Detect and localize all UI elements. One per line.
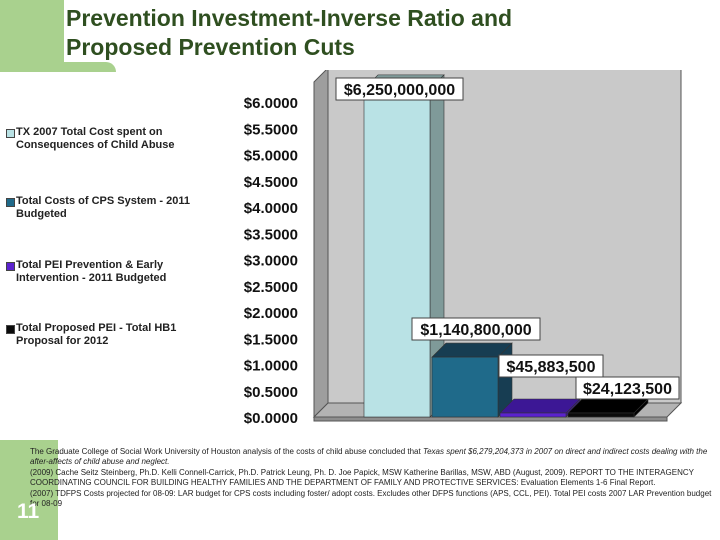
y-tick-label: $5.0000 — [244, 148, 298, 165]
y-tick-label: $3.5000 — [244, 226, 298, 243]
footnote-1-text: The Graduate College of Social Work Univ… — [30, 447, 423, 456]
y-tick-label: $0.0000 — [244, 410, 298, 427]
footnote-2: (2009) Cache Seitz Steinberg, Ph.D. Kell… — [30, 467, 694, 488]
bar-chart: $6.0000 $5.5000 $5.0000 $4.5000 $4.0000 $3.50… — [244, 70, 683, 427]
bar-top — [499, 398, 581, 414]
bar — [499, 412, 567, 418]
y-tick-label: $6.0000 — [244, 95, 298, 112]
footnotes: The Graduate College of Social Work Univ… — [30, 447, 712, 509]
data-label-box — [335, 77, 464, 101]
footnote-1-italic: Texas spent $6,279,204,373 in 2007 on di… — [30, 447, 708, 467]
legend-swatch — [6, 198, 15, 207]
slide-title-line-1: Prevention Investment-Inverse Ratio and — [66, 5, 513, 31]
footnote-3: (2007) TDFPS Costs projected for 08-09: … — [30, 488, 712, 509]
green-corner-decoration — [0, 0, 64, 72]
legend-label: Total PEI Prevention & Early Interventio… — [16, 259, 167, 284]
data-label-box — [575, 376, 680, 400]
y-tick-label: $1.5000 — [244, 331, 298, 348]
y-tick-label: $2.5000 — [244, 279, 298, 296]
footnote-1: The Graduate College of Social Work Univ… — [30, 447, 712, 468]
green-tab-decoration — [64, 62, 116, 72]
data-label: $45,883,500 — [507, 359, 596, 376]
legend-label: TX 2007 Total Cost spent on Consequences… — [16, 126, 175, 151]
bar — [363, 88, 431, 418]
legend-item-cps-cost: Total Costs of CPS System - 2011 Budgete… — [4, 195, 214, 221]
y-tick-label: $2.0000 — [244, 305, 298, 322]
legend-item-consequence-cost: TX 2007 Total Cost spent on Consequences… — [4, 126, 214, 152]
data-label: $24,123,500 — [583, 381, 672, 398]
chart-floor-edge — [313, 416, 668, 422]
y-tick-label: $0.5000 — [244, 384, 298, 401]
slide-title-line-2: Proposed Prevention Cuts — [66, 34, 355, 60]
y-tick-label: $1.0000 — [244, 358, 298, 375]
data-label: $6,250,000,000 — [344, 82, 455, 99]
legend-swatch — [6, 129, 15, 138]
slide-number: 11 — [17, 500, 40, 523]
data-label: $1,140,800,000 — [420, 322, 531, 339]
legend-label: Total Costs of CPS System - 2011 Budgete… — [16, 195, 191, 220]
bar-top — [567, 398, 649, 414]
green-footer-decoration — [0, 440, 58, 540]
data-label-box — [498, 354, 604, 378]
y-tick-label: $3.0000 — [244, 253, 298, 270]
y-tick-label: $5.5000 — [244, 121, 298, 138]
legend-label: Total Proposed PEI - Total HB1 Proposal … — [16, 322, 177, 347]
data-label-box — [411, 317, 541, 341]
legend-swatch — [6, 325, 15, 334]
slide-title: Prevention Investment-Inverse Ratio and … — [66, 4, 666, 62]
y-tick-label: $4.0000 — [244, 200, 298, 217]
chart-side-wall — [313, 70, 329, 419]
bar — [567, 412, 635, 418]
bar — [431, 356, 499, 418]
legend-item-pei-cost: Total PEI Prevention & Early Interventio… — [4, 259, 214, 285]
y-tick-label: $4.5000 — [244, 174, 298, 191]
legend-item-proposed-pei: Total Proposed PEI - Total HB1 Proposal … — [4, 322, 214, 348]
legend-swatch — [6, 262, 15, 271]
